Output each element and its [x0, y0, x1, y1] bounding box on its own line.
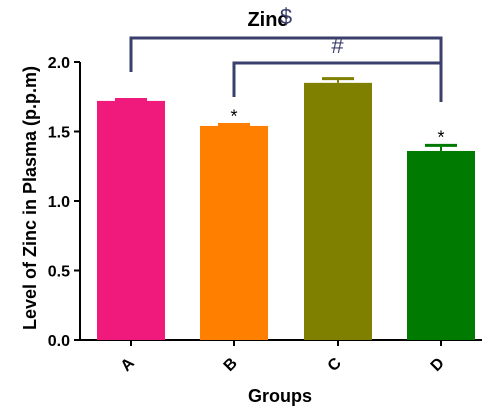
- bar-a: [97, 100, 165, 340]
- x-tick-label: C: [325, 354, 346, 375]
- annotations: $ # * *: [129, 4, 445, 147]
- chart-title: Zinc: [247, 9, 288, 31]
- significance-star: *: [437, 127, 444, 147]
- y-tick-label: 2.0: [48, 55, 70, 72]
- x-axis-label: Groups: [248, 386, 312, 406]
- significance-bracket: #: [232, 33, 443, 99]
- bracket-symbol: $: [280, 4, 292, 29]
- bars: A B C D: [97, 77, 475, 375]
- bar-b: [200, 125, 268, 340]
- y-tick-label: 0.5: [48, 264, 70, 281]
- axes: 0.0 0.5 1.0 1.5 2.0: [48, 55, 482, 350]
- significance-bracket: $: [129, 4, 443, 102]
- x-tick-label: B: [221, 355, 241, 375]
- bracket-line: [232, 61, 443, 99]
- y-tick-label: 0.0: [48, 333, 70, 350]
- x-tick-label: A: [118, 354, 139, 375]
- bar-c: [304, 82, 372, 340]
- bracket-symbol: #: [331, 33, 344, 58]
- bracket-line: [129, 36, 443, 102]
- significance-star: *: [230, 107, 237, 127]
- y-axis-label: Level of Zinc in Plasma (p.p.m): [20, 66, 40, 330]
- x-tick-label: D: [428, 355, 448, 375]
- y-tick-label: 1.0: [48, 194, 70, 211]
- y-tick-label: 1.5: [48, 125, 70, 142]
- bar-d: [407, 150, 475, 340]
